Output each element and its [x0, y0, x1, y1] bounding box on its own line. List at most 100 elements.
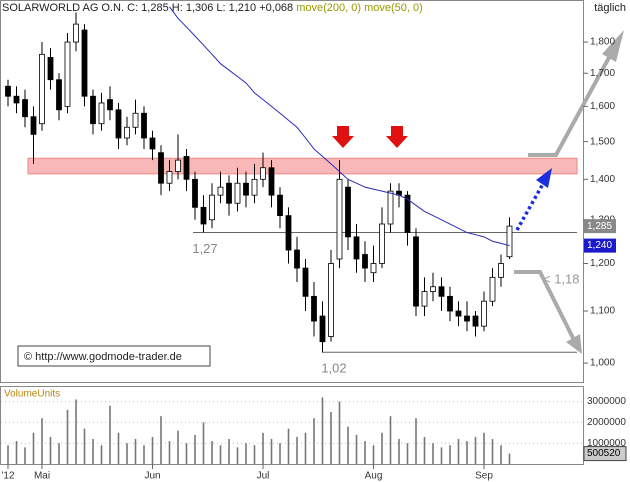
volume-bar — [432, 443, 434, 464]
arrowhead — [566, 334, 582, 354]
level-label: 1,02 — [321, 361, 346, 376]
candle-body — [30, 116, 37, 135]
price-tag — [584, 238, 616, 253]
volume-tag — [583, 446, 627, 462]
y-tick-label: 1,000 — [590, 358, 615, 369]
price-tag — [584, 219, 616, 234]
volume-bar — [49, 436, 52, 464]
arrowhead — [602, 30, 624, 62]
candle-body — [489, 276, 496, 302]
grey-arrow — [528, 51, 614, 157]
legend-entry: move(200, 0) — [296, 2, 361, 14]
volume-bar — [151, 436, 154, 464]
volume-bar — [253, 445, 256, 464]
volume-bar — [177, 430, 179, 464]
volume-label: VolumeUnits — [4, 389, 60, 400]
candle-body — [277, 194, 283, 217]
candle-body — [141, 112, 147, 139]
volume-bar — [219, 445, 222, 464]
volume-bar — [389, 416, 392, 464]
x-tick-label: Jun — [144, 471, 160, 482]
volume-bar — [304, 432, 307, 464]
arrowhead — [536, 168, 552, 188]
price-tag-label: 1,285 — [587, 221, 612, 232]
volume-tag-label: 500520 — [587, 448, 621, 459]
candle-body — [209, 194, 215, 221]
candle-body — [90, 95, 96, 125]
volume-tick-label: 3000000 — [587, 396, 626, 407]
volume-bar — [134, 439, 137, 464]
arrows — [332, 30, 624, 354]
candle-body — [226, 182, 232, 204]
volume-bar — [449, 445, 451, 464]
candle-body — [430, 286, 436, 292]
y-tick-label: 1,200 — [590, 258, 615, 269]
volume-bar — [270, 439, 273, 464]
candle-body — [472, 315, 479, 327]
volume-bar — [330, 411, 332, 464]
candle-body — [498, 263, 504, 278]
volume-bar — [313, 418, 315, 464]
candle-body — [387, 190, 394, 225]
candle-body — [200, 206, 207, 225]
x-tick-label: '12 — [1, 471, 14, 482]
y-tick-label: 1,500 — [590, 136, 615, 147]
candle-body — [455, 310, 462, 317]
candle-body — [5, 85, 11, 97]
volume-bar — [423, 436, 426, 464]
red-arrow — [386, 126, 408, 148]
volume-bar — [117, 432, 120, 464]
candle-body — [81, 29, 88, 97]
candle-body — [124, 126, 130, 139]
candle-body — [107, 99, 113, 111]
price-tag-label: 1,240 — [587, 240, 612, 251]
volume-bar — [168, 441, 171, 464]
resistance-zone — [27, 157, 578, 175]
volume-bar — [287, 428, 290, 464]
candle-body — [115, 109, 122, 139]
candle-body — [294, 249, 300, 269]
volume-bar — [364, 441, 366, 464]
volume-bar — [32, 432, 35, 464]
credit-box — [17, 345, 211, 367]
candle-body — [447, 295, 453, 312]
red-arrow — [332, 126, 354, 148]
y-tick-label: 1,600 — [590, 101, 615, 112]
candle-body — [370, 263, 377, 274]
volume-bar — [508, 453, 511, 464]
volume-bar — [262, 432, 264, 464]
chart-title: SOLARWORLD AG O.N. C: 1,285 H: 1,306 L: … — [2, 2, 423, 14]
candle-body — [506, 225, 513, 258]
volume-bar — [321, 397, 324, 464]
volume-bar — [92, 439, 94, 464]
x-tick-label: Aug — [365, 471, 383, 482]
volume-bar — [406, 443, 409, 464]
volume-bar — [109, 405, 111, 464]
candle-body — [39, 53, 45, 125]
volume-bar — [500, 445, 502, 464]
volume-bar — [211, 441, 213, 464]
volume-bar — [41, 418, 43, 464]
volume-bar — [440, 447, 443, 464]
volume-bar — [228, 439, 230, 464]
candle-body — [302, 267, 309, 297]
candle-body — [149, 137, 156, 150]
volume-panel — [0, 386, 584, 465]
x-tick-label: Mai — [34, 471, 50, 482]
volume-bar — [15, 441, 18, 464]
period: täglich — [594, 2, 626, 14]
level-label: 1,27 — [192, 241, 217, 256]
volume-tick-label: 1000000 — [587, 438, 626, 449]
credit: © http://www.godmode-trader.de — [24, 351, 182, 363]
candle-body — [56, 79, 62, 111]
volume-bar — [296, 436, 298, 464]
candle-body — [481, 300, 487, 327]
candle-body — [438, 286, 445, 297]
annotation: < 1,18 — [543, 271, 580, 286]
candle-body — [421, 291, 428, 307]
volume-bar — [355, 434, 358, 464]
x-tick-label: Jul — [257, 471, 270, 482]
volume-bar — [245, 443, 247, 464]
grey-arrow — [514, 270, 576, 341]
volume-bar — [457, 439, 460, 464]
